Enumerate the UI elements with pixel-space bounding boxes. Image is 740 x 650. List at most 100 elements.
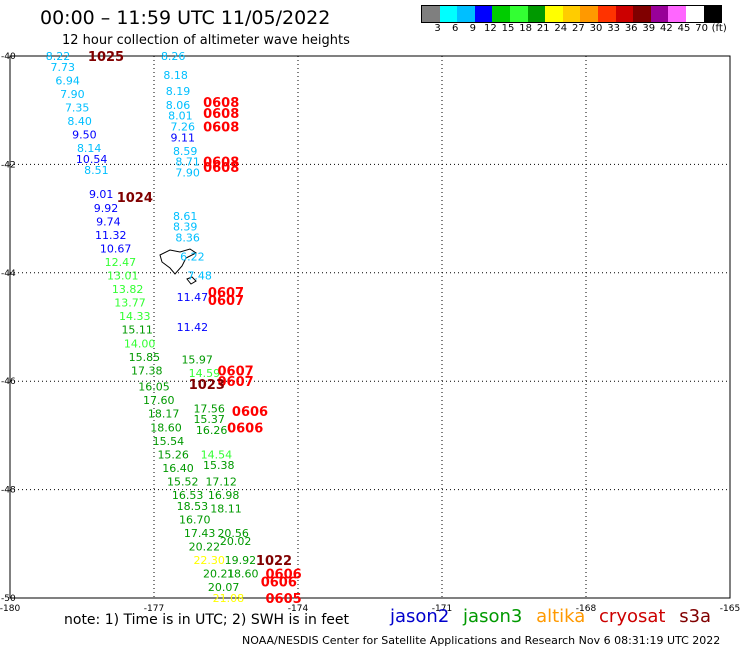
wave-height-value: 16.40	[162, 462, 194, 475]
pass-time-label: 0608	[203, 156, 239, 171]
colorbar-label: 24	[554, 23, 568, 34]
latitude-tick-label: -48	[1, 486, 16, 496]
wave-height-value: 15.52	[167, 475, 199, 488]
wave-height-value: 9.50	[72, 129, 97, 142]
legend-s3a: s3a	[679, 606, 712, 627]
wave-height-value: 13.82	[112, 283, 144, 296]
wave-height-value: 17.43	[184, 527, 216, 540]
wave-height-value: 8.71	[175, 156, 200, 169]
pass-time-label: 0606	[232, 405, 268, 420]
legend-altika: altika	[536, 606, 586, 627]
longitude-tick-label: -165	[720, 604, 740, 614]
wave-height-value: 8.22	[46, 50, 71, 63]
wave-height-value: 18.53	[177, 500, 209, 513]
wave-height-value: 18.17	[148, 408, 180, 421]
wave-height-value: 15.97	[181, 354, 213, 367]
colorbar-swatch	[633, 6, 651, 22]
legend-jason3: jason3	[463, 606, 523, 627]
longitude-tick-label: -180	[0, 604, 20, 614]
pass-time-label: 0605	[266, 592, 302, 607]
wave-height-value: 9.92	[94, 202, 119, 215]
colorbar-label: 36	[624, 23, 638, 34]
colorbar-label: 70	[695, 23, 708, 34]
legend-cryosat: cryosat	[599, 606, 666, 627]
latitude-tick-label: -40	[1, 52, 16, 62]
wave-height-value: 7.90	[60, 88, 85, 101]
pass-time-label: 1024	[117, 191, 153, 206]
pass-time-label: 0608	[203, 161, 239, 176]
chatham-island-outline	[159, 248, 197, 285]
wave-height-value: 16.70	[179, 513, 211, 526]
colorbar-swatch	[474, 6, 493, 22]
wave-height-value: 15.11	[121, 324, 153, 337]
pass-time-label: 1023	[189, 378, 225, 393]
latitude-tick-label: -42	[1, 160, 16, 170]
credit-line: NOAA/NESDIS Center for Satellite Applica…	[242, 634, 721, 647]
longitude-tick-label: -168	[576, 604, 597, 614]
wave-height-value: 8.61	[173, 210, 198, 223]
wave-height-value: 15.85	[129, 351, 161, 364]
pass-time-label: 0607	[218, 375, 254, 390]
wave-height-value: 16.26	[196, 424, 228, 437]
page-subtitle: 12 hour collection of altimeter wave hei…	[62, 33, 350, 48]
colorbar-label: 39	[642, 23, 656, 34]
colorbar-swatch	[597, 6, 616, 22]
wave-height-value: 7.35	[65, 101, 90, 114]
wave-height-value: 18.11	[210, 503, 242, 516]
colorbar-label: 9	[469, 23, 476, 34]
wave-height-value: 17.60	[143, 394, 175, 407]
wave-height-value: 8.40	[67, 115, 92, 128]
wave-height-value: 9.74	[96, 215, 121, 228]
wave-height-value: 16.05	[138, 381, 170, 394]
wave-height-value: 14.59	[189, 367, 221, 380]
colorbar-label: 33	[607, 23, 620, 34]
wave-height-colorbar	[421, 5, 723, 23]
wave-height-value: 15.38	[203, 459, 235, 472]
colorbar-label: 15	[501, 23, 515, 34]
wave-height-value: 11.47	[177, 291, 209, 304]
wave-height-value: 10.54	[76, 153, 108, 166]
wave-height-value: 7.73	[51, 61, 76, 74]
colorbar-label: 30	[589, 23, 603, 34]
wave-height-value: 6.94	[55, 74, 80, 87]
colorbar-swatch	[668, 6, 686, 22]
colorbar-swatch	[527, 6, 546, 22]
colorbar-swatch	[509, 6, 528, 22]
colorbar-label: (ft)	[711, 23, 727, 34]
wave-height-value: 17.56	[193, 402, 225, 415]
map-grid	[10, 56, 730, 598]
wave-height-value: 19.92	[225, 554, 257, 567]
pass-time-label: 0607	[208, 286, 244, 301]
longitude-labels: -180 -177 -174 -171 -168 -165	[0, 604, 740, 614]
wave-height-value: 8.19	[166, 85, 191, 98]
wave-height-value: 18.60	[150, 421, 182, 434]
wave-height-value: 15.37	[193, 413, 225, 426]
longitude-tick-label: -174	[288, 604, 309, 614]
colorbar-label: 42	[660, 23, 673, 34]
wave-height-value: 17.12	[205, 475, 237, 488]
pass-time-label: 1022	[256, 554, 292, 569]
pass-time-label: 0608	[203, 96, 239, 111]
latitude-tick-label: -46	[1, 377, 16, 387]
legend-jason2: jason2	[390, 606, 450, 627]
pass-time-label: 0608	[203, 120, 239, 135]
wave-height-value: 7.48	[187, 270, 212, 283]
colorbar-swatch	[650, 6, 669, 22]
wave-height-value: 20.21	[203, 568, 235, 581]
wave-height-value: 14.54	[201, 448, 233, 461]
page-title: 00:00 – 11:59 UTC 11/05/2022	[40, 7, 331, 29]
footer-note: note: 1) Time is in UTC; 2) SWH is in fe…	[64, 612, 350, 628]
colorbar-swatch	[439, 6, 458, 22]
wave-height-value: 20.07	[208, 581, 240, 594]
longitude-tick-label: -171	[432, 604, 452, 614]
wave-height-value: 8.59	[173, 145, 198, 158]
colorbar-swatch	[545, 6, 563, 22]
wave-height-value: 9.11	[171, 131, 196, 144]
colorbar-label: 12	[484, 23, 497, 34]
colorbar-swatch	[580, 6, 598, 22]
wave-height-value: 13.77	[114, 297, 146, 310]
wave-height-value: 8.36	[175, 232, 200, 245]
pass-time-layer: 1025060806080608060806081024060706070607…	[88, 50, 302, 607]
wave-height-value: 14.33	[119, 310, 151, 323]
